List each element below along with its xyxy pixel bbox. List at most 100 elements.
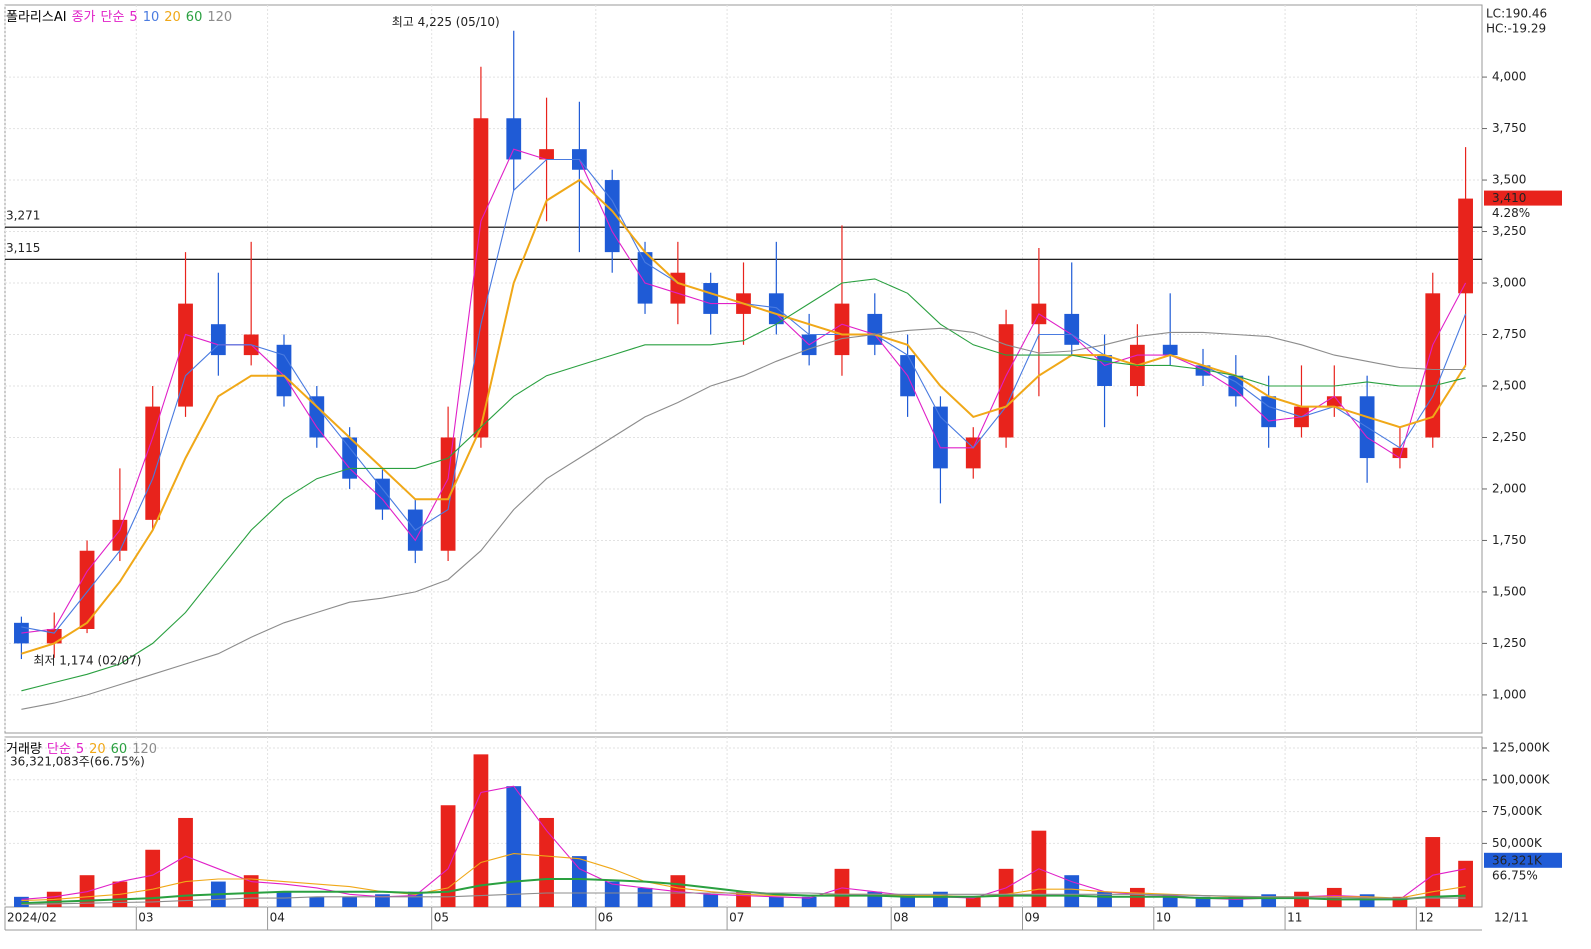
y-tick-label: 50,000K	[1492, 836, 1543, 850]
legend-title: 거래량	[6, 742, 42, 757]
volume-bar	[539, 817, 554, 907]
moving-average	[21, 327, 1466, 710]
candle-body	[1195, 365, 1211, 376]
legend-entry: 120	[132, 742, 158, 757]
high-annotation: 최고 4,225 (05/10)	[392, 15, 500, 29]
volume-bar	[309, 896, 325, 907]
volume-legend: 거래량 단순 5 20 60 120	[6, 738, 162, 757]
x-tick-label: 05	[434, 911, 449, 925]
y-tick-label: 3,250	[1492, 224, 1526, 238]
last-volume-box	[1484, 852, 1562, 868]
volume-bar	[473, 754, 489, 907]
volume-bar	[1228, 896, 1244, 907]
volume-bar	[342, 896, 358, 907]
low-annotation: 최저 1,174 (02/07)	[33, 654, 141, 668]
y-tick-label: 125,000K	[1492, 741, 1551, 755]
candle-body	[1261, 396, 1277, 428]
y-tick-label: 2,000	[1492, 481, 1526, 495]
y-tick-label: 2,500	[1492, 378, 1526, 392]
volume-bar	[768, 896, 784, 907]
legend-entry: 20	[164, 10, 181, 25]
volume-bar	[604, 881, 620, 907]
volume-bar	[1097, 891, 1112, 907]
candle-body	[506, 118, 522, 160]
candle-body	[1458, 198, 1473, 294]
volume-bar	[1425, 837, 1441, 907]
volume-bar	[145, 849, 161, 907]
volume-bar	[506, 786, 522, 907]
candle-body	[637, 252, 653, 304]
x-tick-label: 03	[138, 911, 153, 925]
candle-body	[834, 303, 850, 356]
last-volume-label: 36,321K	[1492, 853, 1543, 867]
y-tick-label: 2,250	[1492, 430, 1526, 444]
legend-prefix: 종가	[71, 10, 96, 25]
candle-body	[768, 293, 784, 325]
moving-average	[21, 892, 1466, 906]
last-price-box	[1484, 190, 1562, 206]
candle-body	[539, 149, 554, 160]
x-tick-label: 10	[1156, 911, 1171, 925]
legend-entry: 60	[185, 10, 203, 25]
candle-body	[178, 303, 193, 407]
volume-bar	[14, 896, 29, 907]
x-tick-label: 2024/02	[7, 911, 57, 925]
legend-entry: 20	[89, 742, 106, 757]
last-ratio-label: 66.75%	[1492, 868, 1538, 882]
y-tick-label: 3,750	[1492, 121, 1526, 135]
candle-body	[145, 406, 161, 520]
candle-body	[1326, 396, 1342, 407]
volume-bar	[79, 875, 95, 907]
legend-entry: 5	[75, 742, 85, 757]
candle-body	[1064, 313, 1080, 345]
volume-bar	[572, 856, 587, 907]
legend-entry: 10	[142, 10, 160, 25]
legend-entry: 60	[110, 742, 128, 757]
volume-summary: 36,321,083주(66.75%)	[10, 755, 145, 769]
candle-body	[210, 324, 226, 356]
candle-body	[604, 180, 620, 253]
x-tick-label: 11	[1287, 911, 1302, 925]
y-tick-label: 75,000K	[1492, 804, 1543, 818]
y-tick-label: 4,000	[1492, 70, 1526, 84]
last-price-label: 3,410	[1492, 191, 1526, 205]
x-tick-label: 07	[729, 911, 744, 925]
lc-label: LC:190.46	[1486, 7, 1547, 21]
moving-average	[21, 278, 1466, 692]
candle-body	[375, 478, 390, 510]
y-tick-label: 1,500	[1492, 584, 1526, 598]
candle-body	[79, 550, 95, 629]
y-tick-label: 3,500	[1492, 173, 1526, 187]
volume-bar	[440, 805, 456, 907]
candle-body	[998, 324, 1014, 438]
y-tick-label: 2,750	[1492, 327, 1526, 341]
volume-bar	[1195, 896, 1211, 907]
legend-prefix: 단순	[100, 10, 125, 25]
volume-bar	[637, 887, 653, 907]
moving-average	[21, 878, 1466, 905]
candle-body	[703, 283, 719, 314]
volume-bar	[1458, 860, 1473, 907]
y-tick-label: 1,000	[1492, 687, 1526, 701]
candle-body	[1162, 344, 1178, 356]
candle-body	[933, 406, 948, 469]
candle-body	[1097, 355, 1112, 386]
candle-body	[1228, 375, 1244, 397]
x-tick-label: 08	[893, 911, 908, 925]
y-tick-label: 1,750	[1492, 533, 1526, 547]
volume-bar	[375, 894, 390, 907]
volume-bar	[1294, 891, 1309, 907]
volume-bar	[801, 896, 817, 907]
x-end-label: 12/11	[1494, 911, 1529, 925]
candle-body	[112, 519, 128, 551]
y-tick-label: 3,000	[1492, 276, 1526, 290]
volume-bar	[1392, 896, 1408, 907]
volume-bar	[276, 891, 292, 907]
y-tick-label: 100,000K	[1492, 772, 1551, 786]
moving-average	[21, 178, 1467, 655]
candle-body	[309, 396, 325, 438]
change-label: 4.28%	[1492, 206, 1530, 220]
